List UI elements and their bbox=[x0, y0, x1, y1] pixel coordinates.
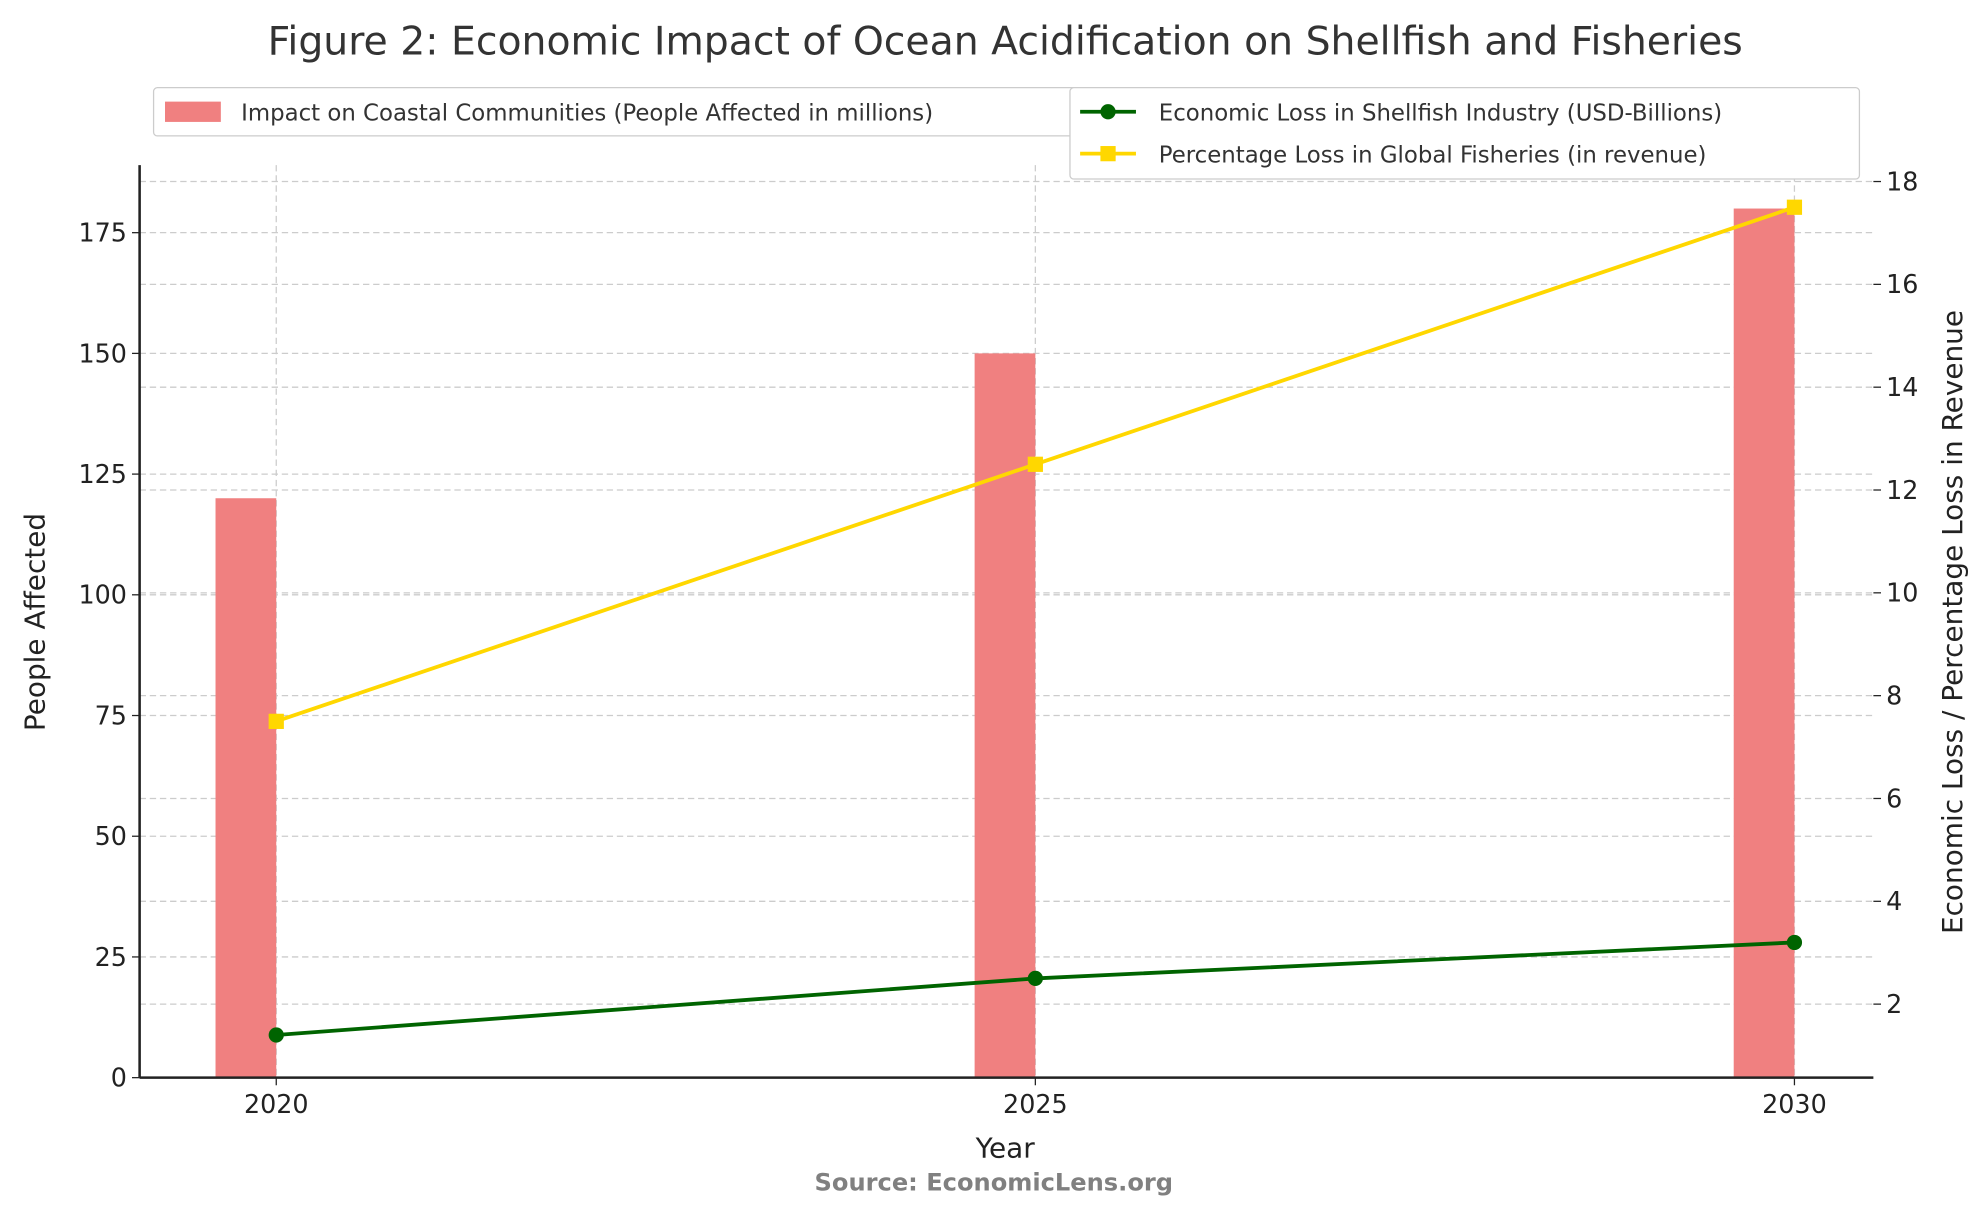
tick-label-right: 18 bbox=[1886, 166, 1918, 196]
tick-label-x: 2030 bbox=[1762, 1089, 1827, 1119]
point-1-2025 bbox=[1027, 456, 1043, 472]
source-note: Source: EconomicLens.org bbox=[815, 1169, 1174, 1197]
bar-2025 bbox=[974, 353, 1036, 1078]
point-0-2020 bbox=[268, 1027, 284, 1043]
tick-label-left: 25 bbox=[95, 942, 127, 972]
lines bbox=[268, 199, 1803, 1043]
legend-swatch-bars bbox=[165, 101, 221, 122]
legend-label-bars: Impact on Coastal Communities (People Af… bbox=[241, 101, 933, 127]
tick-label-right: 12 bbox=[1886, 475, 1918, 505]
legend-label-economic-loss: Economic Loss in Shellfish Industry (USD… bbox=[1159, 101, 1722, 127]
point-0-2030 bbox=[1786, 934, 1803, 951]
point-0-2025 bbox=[1027, 970, 1043, 987]
tick-label-left: 75 bbox=[95, 700, 127, 730]
tick-label-left: 175 bbox=[78, 218, 126, 248]
y-axis-left-label: People Affected bbox=[18, 513, 51, 731]
tick-label-x: 2020 bbox=[244, 1089, 309, 1119]
tick-label-right: 14 bbox=[1886, 372, 1918, 402]
tick-label-x: 2025 bbox=[1003, 1089, 1068, 1119]
tick-label-right: 2 bbox=[1886, 989, 1902, 1019]
tick-label-left: 150 bbox=[78, 338, 126, 368]
bar-2030 bbox=[1733, 208, 1795, 1078]
tick-label-left: 100 bbox=[78, 580, 126, 610]
chart-title: Figure 2: Economic Impact of Ocean Acidi… bbox=[268, 19, 1743, 65]
tick-label-left: 125 bbox=[78, 459, 126, 489]
bars bbox=[215, 208, 1795, 1078]
y-axis-right-label: Economic Loss / Percentage Loss in Reven… bbox=[1936, 310, 1969, 934]
point-1-2030 bbox=[1786, 199, 1803, 215]
tick-label-right: 6 bbox=[1886, 783, 1902, 813]
axes: 0 25 50 75 100 125 150 175 2 4 6 8 10 12 14 16 18 2020 202… bbox=[78, 165, 1918, 1119]
tick-label-right: 16 bbox=[1886, 269, 1918, 299]
point-1-2020 bbox=[268, 713, 284, 729]
tick-label-left: 50 bbox=[95, 821, 127, 851]
legend-lines: Economic Loss in Shellfish Industry (USD… bbox=[1069, 87, 1861, 180]
x-axis-label: Year bbox=[975, 1132, 1036, 1165]
tick-label-right: 4 bbox=[1886, 886, 1902, 916]
tick-label-left: 0 bbox=[111, 1063, 127, 1093]
tick-label-right: 8 bbox=[1886, 681, 1902, 711]
legend-bars: Impact on Coastal Communities (People Af… bbox=[152, 87, 1099, 137]
legend-marker-economic-loss bbox=[1100, 104, 1116, 120]
legend-marker-percentage-loss bbox=[1100, 146, 1116, 162]
legend-label-percentage-loss: Percentage Loss in Global Fisheries (in … bbox=[1159, 143, 1707, 169]
tick-label-right: 10 bbox=[1886, 578, 1918, 608]
bar-2020 bbox=[215, 498, 277, 1078]
